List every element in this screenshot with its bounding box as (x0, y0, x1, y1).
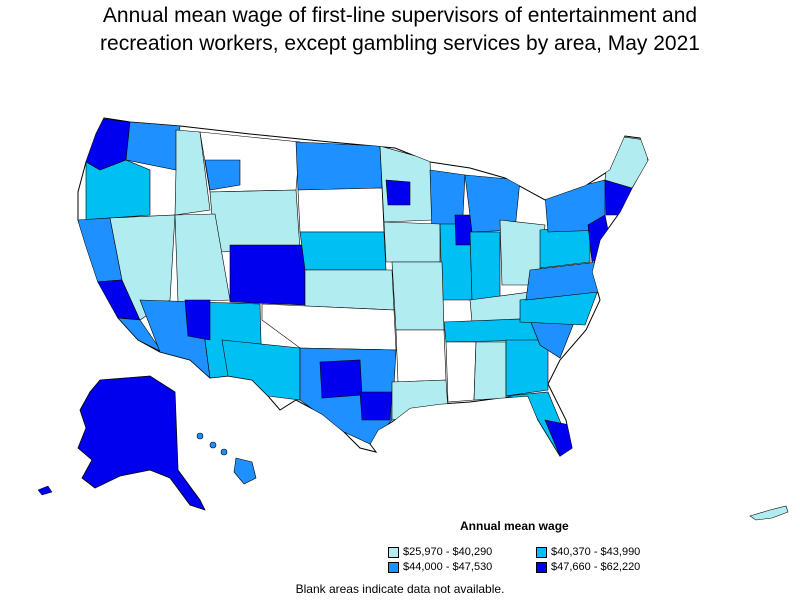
legend-swatch-3 (388, 561, 399, 573)
legend-label-3: $44,000 - $47,530 (403, 561, 493, 573)
area-nm-north (184, 299, 211, 341)
area-id (174, 129, 211, 216)
alaska (77, 375, 206, 511)
area-in (469, 231, 501, 301)
legend-label-1: $25,970 - $40,290 (403, 546, 493, 558)
area-tx-west (221, 339, 301, 401)
area-mt-west (204, 159, 241, 191)
legend-item-2: $40,370 - $43,990 (536, 546, 640, 558)
area-ks (304, 269, 395, 311)
legend-swatch-4 (536, 561, 547, 573)
legend-title: Annual mean wage (460, 519, 569, 533)
legend-item-4: $47,660 - $62,220 (536, 561, 640, 573)
area-tx-dallas (319, 359, 363, 399)
area-ne (299, 231, 387, 271)
blank-areas-note: Blank areas indicate data not available. (295, 582, 505, 596)
area-ia (383, 221, 441, 263)
legend-item-3: $44,000 - $47,530 (388, 561, 492, 573)
area-co (229, 244, 306, 306)
map-title: Annual mean wage of first-line superviso… (0, 2, 800, 58)
legend-item-1: $25,970 - $40,290 (388, 546, 492, 558)
map-title-line-1: Annual mean wage of first-line superviso… (102, 4, 698, 27)
legend-swatch-1 (388, 546, 399, 558)
area-wy (209, 189, 301, 253)
area-ms (445, 341, 477, 403)
area-ar (395, 329, 447, 383)
legend-swatch-2 (536, 546, 547, 558)
hawaii (196, 432, 257, 485)
area-tx-houston (359, 391, 393, 421)
area-or (85, 159, 151, 221)
alaska-islands (37, 485, 53, 496)
area-sd (297, 187, 385, 233)
area-mn-metro (385, 179, 411, 206)
area-la (391, 379, 449, 421)
puerto-rico (749, 505, 789, 521)
legend-label-2: $40,370 - $43,990 (551, 546, 641, 558)
area-me (604, 134, 648, 189)
legend-label-4: $47,660 - $62,220 (551, 561, 641, 573)
map-title-line-2: recreation workers, except gambling serv… (100, 32, 700, 55)
area-al (473, 341, 507, 401)
area-il-chicago (454, 214, 473, 246)
area-mo (391, 261, 445, 331)
area-ga (505, 339, 549, 397)
area-nd (295, 141, 383, 191)
